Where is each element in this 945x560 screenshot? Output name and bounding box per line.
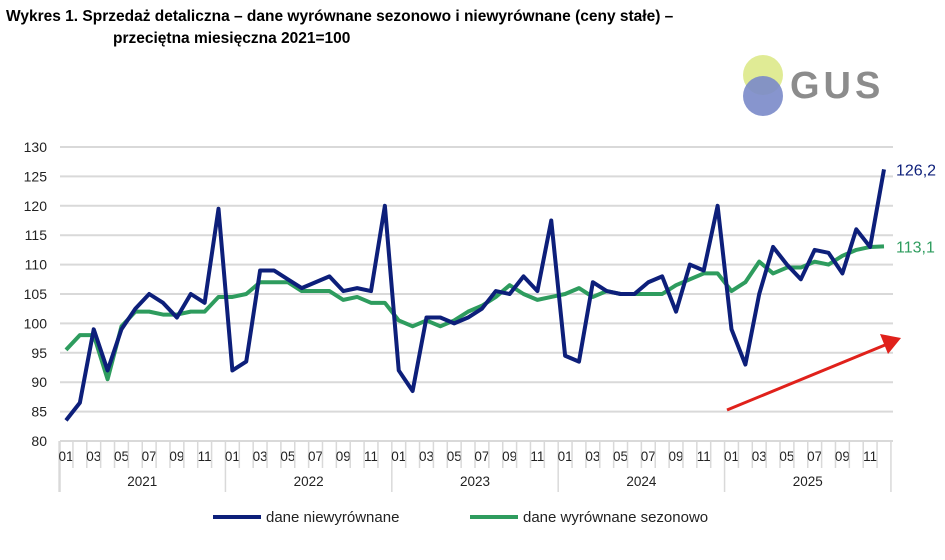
y-tick-label: 95 [31,345,47,361]
month-tick-label: 07 [142,449,157,464]
y-tick-label: 100 [24,315,48,331]
month-tick-label: 03 [253,449,268,464]
month-tick-label: 05 [280,449,295,464]
series-line-0 [64,168,886,422]
month-tick-label: 09 [169,449,184,464]
end-value-label: 113,1 [896,239,935,256]
month-tick-label: 01 [225,449,240,464]
y-tick-label: 130 [24,139,48,155]
end-value-label: 126,2 [896,162,936,179]
year-label: 2021 [127,474,157,489]
month-tick-label: 11 [863,449,877,464]
month-tick-label: 03 [585,449,600,464]
month-tick-label: 03 [419,449,434,464]
legend-label: dane niewyrównane [266,509,399,526]
month-tick-label: 07 [474,449,489,464]
series-line-1 [64,244,885,382]
y-tick-label: 115 [25,227,48,243]
y-tick-label: 120 [24,198,48,214]
month-tick-label: 09 [835,449,850,464]
month-tick-label: 07 [641,449,656,464]
month-tick-label: 05 [779,449,794,464]
y-tick-label: 105 [24,286,48,302]
month-tick-label: 11 [697,449,711,464]
y-tick-label: 90 [31,374,47,390]
month-tick-label: 07 [308,449,323,464]
trend-arrow [726,334,901,412]
year-label: 2025 [793,474,823,489]
chart-title: Wykres 1. Sprzedaż detaliczna – dane wyr… [6,6,673,50]
month-tick-label: 03 [86,449,101,464]
y-tick-label: 85 [31,404,47,420]
month-tick-label: 05 [114,449,129,464]
month-tick-label: 11 [198,449,212,464]
month-tick-label: 01 [724,449,739,464]
month-tick-label: 09 [502,449,517,464]
year-label: 2022 [294,474,324,489]
y-tick-label: 80 [31,433,47,449]
month-tick-label: 05 [447,449,462,464]
month-tick-label: 05 [613,449,628,464]
legend-label: dane wyrównane sezonowo [523,509,708,526]
gus-logo: GUS [743,55,884,116]
year-label: 2023 [460,474,490,489]
title-line-2: przeciętna miesięczna 2021=100 [113,30,351,47]
month-tick-label: 09 [669,449,684,464]
title-line-1: Wykres 1. Sprzedaż detaliczna – dane wyr… [6,8,674,25]
month-tick-label: 07 [807,449,822,464]
month-tick-label: 11 [364,449,378,464]
month-tick-label: 03 [752,449,767,464]
month-tick-label: 01 [58,449,73,464]
month-tick-label: 01 [558,449,573,464]
month-tick-label: 09 [336,449,351,464]
year-label: 2024 [626,474,657,489]
month-tick-label: 01 [391,449,406,464]
svg-text:GUS: GUS [790,65,884,107]
y-tick-label: 110 [25,257,48,273]
month-tick-label: 11 [530,449,544,464]
y-tick-label: 125 [24,168,48,184]
